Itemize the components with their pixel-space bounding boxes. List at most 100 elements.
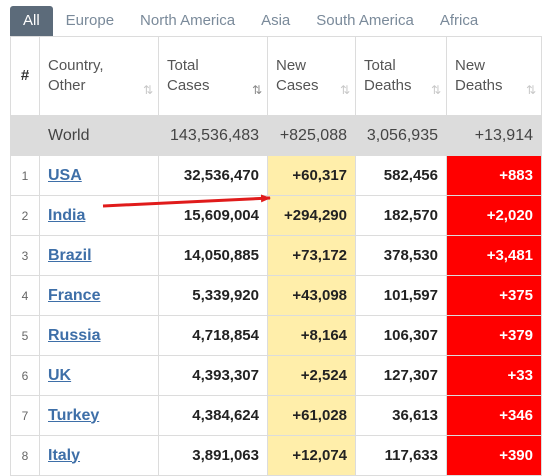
header-total-deaths-line1: Total bbox=[364, 57, 396, 74]
total-cases-cell: 4,718,854 bbox=[158, 315, 268, 356]
total-cases-cell: 4,384,624 bbox=[158, 395, 268, 436]
total-deaths-cell: 182,570 bbox=[355, 195, 447, 236]
table-header-row: # Country, Other ⇅ Total Cases ⇅ New Cas… bbox=[10, 36, 542, 116]
new-cases-cell: +43,098 bbox=[267, 275, 356, 316]
total-cases-cell: 4,393,307 bbox=[158, 355, 268, 396]
total-deaths-cell: 106,307 bbox=[355, 315, 447, 356]
sort-desc-icon[interactable]: ⇅ bbox=[251, 83, 262, 97]
row-index-cell: 1 bbox=[10, 155, 40, 196]
world-total-cases: 143,536,483 bbox=[158, 115, 268, 156]
total-deaths-cell: 117,633 bbox=[355, 435, 447, 476]
tab-all[interactable]: All bbox=[10, 6, 53, 36]
row-index-cell: 6 bbox=[10, 355, 40, 396]
total-deaths-cell: 101,597 bbox=[355, 275, 447, 316]
new-deaths-cell: +2,020 bbox=[446, 195, 542, 236]
header-index: # bbox=[10, 36, 40, 116]
country-name-cell: UK bbox=[39, 355, 159, 396]
header-total-deaths[interactable]: Total Deaths ⇅ bbox=[355, 36, 447, 116]
country-link[interactable]: USA bbox=[48, 166, 82, 184]
country-link[interactable]: Brazil bbox=[48, 246, 92, 264]
table-row: 7 Turkey 4,384,624 +61,028 36,613 +346 bbox=[10, 395, 542, 436]
tab-africa[interactable]: Africa bbox=[439, 12, 479, 29]
country-name-cell: USA bbox=[39, 155, 159, 196]
header-new-cases[interactable]: New Cases ⇅ bbox=[267, 36, 356, 116]
table-row: 3 Brazil 14,050,885 +73,172 378,530 +3,481 bbox=[10, 235, 542, 276]
new-cases-cell: +61,028 bbox=[267, 395, 356, 436]
new-deaths-cell: +390 bbox=[446, 435, 542, 476]
table-row: 2 India 15,609,004 +294,290 182,570 +2,020 bbox=[10, 195, 542, 236]
country-link[interactable]: UK bbox=[48, 366, 72, 384]
total-deaths-cell: 582,456 bbox=[355, 155, 447, 196]
total-cases-cell: 32,536,470 bbox=[158, 155, 268, 196]
row-index-cell: 4 bbox=[10, 275, 40, 316]
new-cases-cell: +73,172 bbox=[267, 235, 356, 276]
country-link[interactable]: Italy bbox=[48, 446, 81, 464]
total-deaths-cell: 36,613 bbox=[355, 395, 447, 436]
total-cases-cell: 3,891,063 bbox=[158, 435, 268, 476]
header-new-deaths-line1: New bbox=[455, 57, 486, 74]
country-name-cell: Russia bbox=[39, 315, 159, 356]
country-name-cell: France bbox=[39, 275, 159, 316]
world-new-cases: +825,088 bbox=[267, 115, 356, 156]
country-link[interactable]: France bbox=[48, 286, 101, 304]
new-deaths-cell: +3,481 bbox=[446, 235, 542, 276]
new-cases-cell: +294,290 bbox=[267, 195, 356, 236]
header-total-cases-line2: Cases bbox=[167, 77, 210, 94]
header-country-line2: Other bbox=[48, 77, 86, 94]
world-name: World bbox=[39, 115, 159, 156]
table-row: 1 USA 32,536,470 +60,317 582,456 +883 bbox=[10, 155, 542, 196]
sort-icon[interactable]: ⇅ bbox=[339, 83, 350, 97]
country-name-cell: Brazil bbox=[39, 235, 159, 276]
table-row: 6 UK 4,393,307 +2,524 127,307 +33 bbox=[10, 355, 542, 396]
country-name-cell: India bbox=[39, 195, 159, 236]
sort-icon[interactable]: ⇅ bbox=[142, 83, 153, 97]
header-country[interactable]: Country, Other ⇅ bbox=[39, 36, 159, 116]
country-name-cell: Italy bbox=[39, 435, 159, 476]
header-new-cases-line2: Cases bbox=[276, 77, 319, 94]
row-index-cell: 5 bbox=[10, 315, 40, 356]
tab-asia[interactable]: Asia bbox=[261, 12, 291, 29]
tab-north-america[interactable]: North America bbox=[140, 12, 236, 29]
total-cases-cell: 5,339,920 bbox=[158, 275, 268, 316]
row-index-cell: 7 bbox=[10, 395, 40, 436]
country-name-cell: Turkey bbox=[39, 395, 159, 436]
new-deaths-cell: +375 bbox=[446, 275, 542, 316]
total-cases-cell: 15,609,004 bbox=[158, 195, 268, 236]
header-new-deaths-line2: Deaths bbox=[455, 77, 503, 94]
region-tabs: All Europe North America Asia South Amer… bbox=[10, 4, 543, 36]
total-deaths-cell: 378,530 bbox=[355, 235, 447, 276]
tab-europe[interactable]: Europe bbox=[65, 12, 115, 29]
country-link[interactable]: India bbox=[48, 206, 86, 224]
new-cases-cell: +12,074 bbox=[267, 435, 356, 476]
table-row: 4 France 5,339,920 +43,098 101,597 +375 bbox=[10, 275, 542, 316]
world-total-deaths: 3,056,935 bbox=[355, 115, 447, 156]
header-total-cases-line1: Total bbox=[167, 57, 199, 74]
tab-south-america[interactable]: South America bbox=[316, 12, 414, 29]
covid-stats-table: # Country, Other ⇅ Total Cases ⇅ New Cas… bbox=[10, 36, 542, 476]
new-cases-cell: +60,317 bbox=[267, 155, 356, 196]
header-country-line1: Country, bbox=[48, 57, 104, 74]
total-deaths-cell: 127,307 bbox=[355, 355, 447, 396]
country-link[interactable]: Russia bbox=[48, 326, 101, 344]
new-deaths-cell: +346 bbox=[446, 395, 542, 436]
world-index-cell bbox=[10, 115, 40, 156]
new-cases-cell: +8,164 bbox=[267, 315, 356, 356]
header-new-cases-line1: New bbox=[276, 57, 307, 74]
sort-icon[interactable]: ⇅ bbox=[430, 83, 441, 97]
row-index-cell: 3 bbox=[10, 235, 40, 276]
world-total-row: World 143,536,483 +825,088 3,056,935 +13… bbox=[10, 115, 542, 156]
new-cases-cell: +2,524 bbox=[267, 355, 356, 396]
new-deaths-cell: +379 bbox=[446, 315, 542, 356]
row-index-cell: 8 bbox=[10, 435, 40, 476]
header-total-deaths-line2: Deaths bbox=[364, 77, 412, 94]
header-total-cases[interactable]: Total Cases ⇅ bbox=[158, 36, 268, 116]
row-index-cell: 2 bbox=[10, 195, 40, 236]
table-row: 8 Italy 3,891,063 +12,074 117,633 +390 bbox=[10, 435, 542, 476]
total-cases-cell: 14,050,885 bbox=[158, 235, 268, 276]
new-deaths-cell: +883 bbox=[446, 155, 542, 196]
header-new-deaths[interactable]: New Deaths ⇅ bbox=[446, 36, 542, 116]
country-link[interactable]: Turkey bbox=[48, 406, 100, 424]
world-new-deaths: +13,914 bbox=[446, 115, 542, 156]
new-deaths-cell: +33 bbox=[446, 355, 542, 396]
sort-icon[interactable]: ⇅ bbox=[525, 83, 536, 97]
